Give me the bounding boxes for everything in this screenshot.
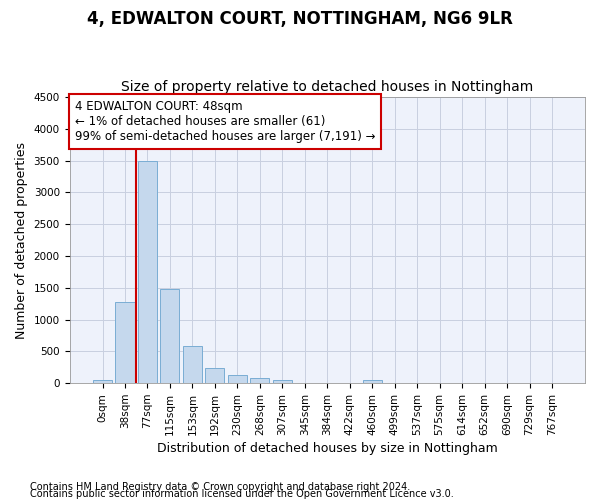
Bar (362, 380, 382, 383)
Bar (93, 380, 112, 383)
Bar (183, 346, 202, 383)
Bar (273, 380, 292, 383)
Bar (205, 368, 224, 383)
Bar (115, 302, 134, 383)
Text: 4, EDWALTON COURT, NOTTINGHAM, NG6 9LR: 4, EDWALTON COURT, NOTTINGHAM, NG6 9LR (87, 10, 513, 28)
Bar (228, 374, 247, 383)
Title: Size of property relative to detached houses in Nottingham: Size of property relative to detached ho… (121, 80, 533, 94)
Bar (250, 378, 269, 383)
Text: Contains public sector information licensed under the Open Government Licence v3: Contains public sector information licen… (30, 489, 454, 499)
Text: 4 EDWALTON COURT: 48sqm
← 1% of detached houses are smaller (61)
99% of semi-det: 4 EDWALTON COURT: 48sqm ← 1% of detached… (74, 100, 375, 143)
Bar (160, 289, 179, 383)
X-axis label: Distribution of detached houses by size in Nottingham: Distribution of detached houses by size … (157, 442, 497, 455)
Y-axis label: Number of detached properties: Number of detached properties (15, 142, 28, 338)
Text: Contains HM Land Registry data © Crown copyright and database right 2024.: Contains HM Land Registry data © Crown c… (30, 482, 410, 492)
Bar (138, 160, 157, 383)
